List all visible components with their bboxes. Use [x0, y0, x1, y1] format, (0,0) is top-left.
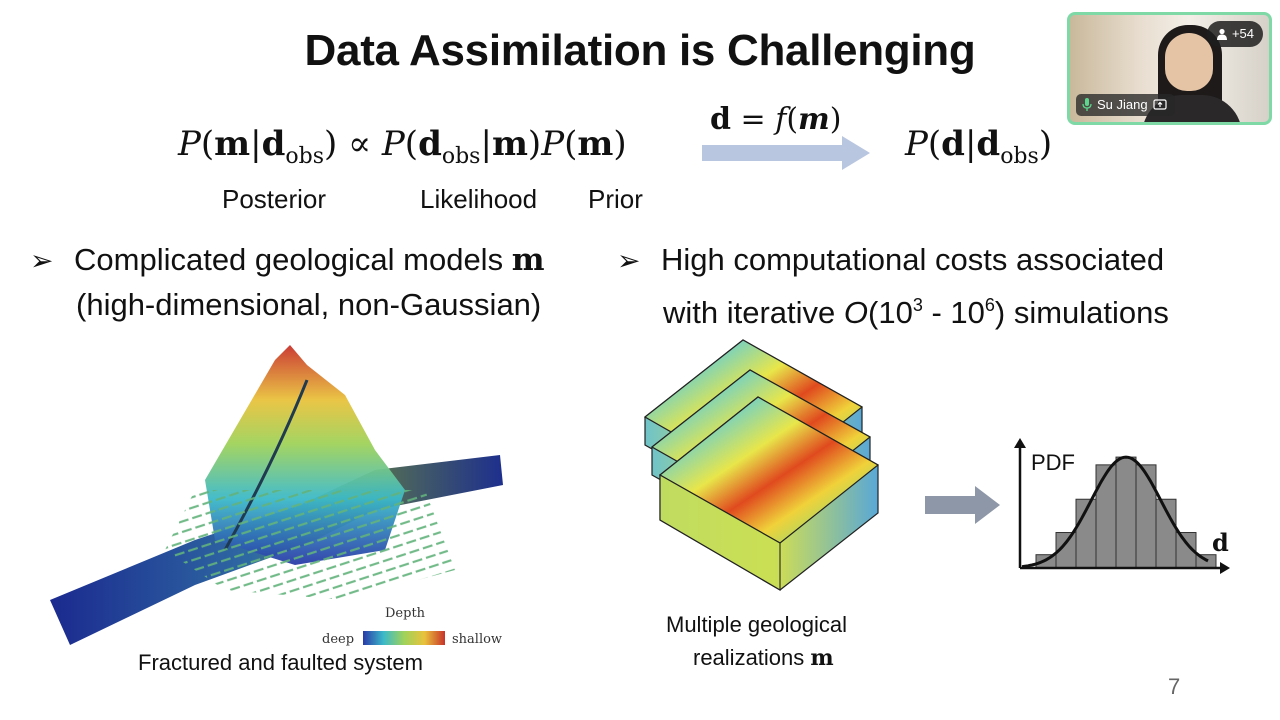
participant-video-tile[interactable]: +54 Su Jiang — [1067, 12, 1272, 125]
predictive-distribution: P(d|dobs) — [905, 124, 1053, 169]
x-axis-arrowhead — [1220, 562, 1230, 574]
participant-count: +54 — [1231, 26, 1254, 41]
realizations-caption-line1: Multiple geological — [666, 612, 847, 637]
y-axis-arrowhead — [1014, 438, 1026, 448]
colorbar-high-label: shallow — [452, 632, 503, 647]
fault-system-figure — [50, 345, 503, 645]
posterior-label: Posterior — [222, 184, 327, 214]
fault-figure-caption: Fractured and faulted system — [138, 650, 423, 675]
forward-model-equation: d = f(m) — [710, 102, 842, 137]
slide-title: Data Assimilation is Challenging — [304, 26, 976, 75]
mapping-arrow — [702, 136, 870, 170]
participant-face — [1165, 33, 1213, 91]
participant-count-badge[interactable]: +54 — [1206, 21, 1263, 47]
colorbar-title: Depth — [385, 606, 426, 621]
d-axis-label: d — [1212, 528, 1229, 557]
page-number: 7 — [1168, 674, 1181, 699]
prior-label: Prior — [588, 184, 643, 214]
histogram-bar — [1115, 456, 1137, 569]
simulation-arrow — [925, 486, 1000, 524]
realizations-caption-line2: realizations m — [693, 645, 834, 671]
arrow-bullet-icon: ➢ — [617, 244, 641, 277]
pdf-axis-label: PDF — [1031, 450, 1075, 475]
arrow-bullet-icon: ➢ — [30, 244, 54, 277]
bullet-computational-costs: ➢ High computational costs associated wit… — [617, 238, 1169, 335]
bullet-geological-models: ➢ Complicated geological models m (high-d… — [30, 238, 545, 327]
mic-icon — [1082, 98, 1092, 111]
person-icon — [1216, 28, 1227, 40]
colorbar-low-label: deep — [322, 632, 355, 647]
histogram-bar — [1135, 464, 1157, 569]
histogram-bar — [1095, 464, 1117, 569]
participant-name-label: Su Jiang — [1076, 94, 1175, 116]
participant-name: Su Jiang — [1097, 97, 1148, 112]
depth-colorbar — [363, 631, 445, 645]
realizations-stack-figure — [643, 339, 880, 592]
likelihood-label: Likelihood — [420, 184, 538, 214]
screen-share-icon — [1152, 99, 1167, 110]
bayes-equation: P(m|dobs) ∝ P(dobs|m)P(m) — [178, 124, 627, 169]
gaussian-curve — [1021, 455, 1209, 569]
pdf-histogram-chart — [1014, 438, 1230, 574]
